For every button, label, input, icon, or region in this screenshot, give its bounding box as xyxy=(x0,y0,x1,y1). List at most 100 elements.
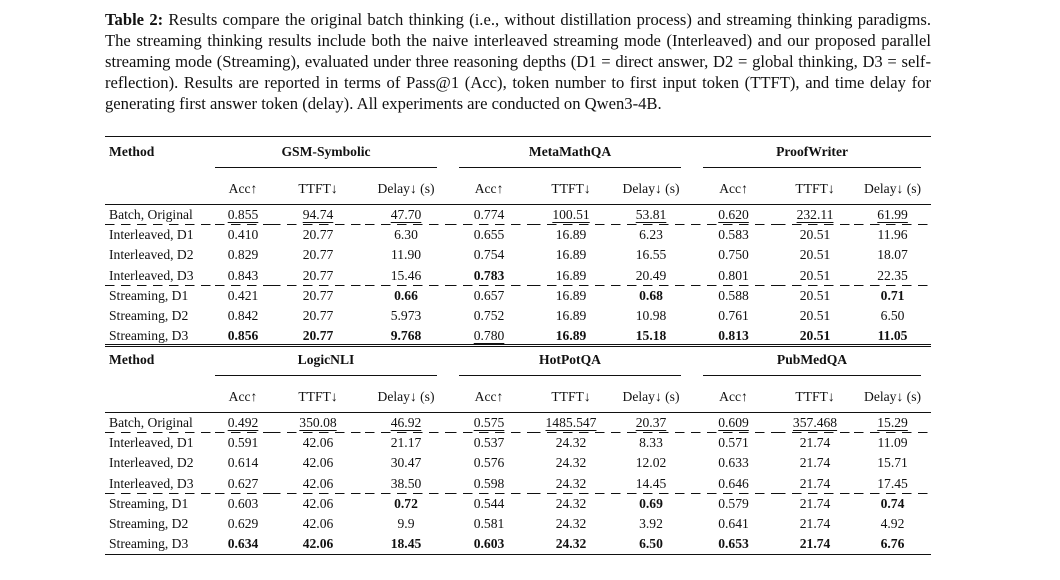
value-cell: 1485.547 xyxy=(531,412,611,434)
cell-value: 0.421 xyxy=(227,287,259,303)
cell-value: 16.89 xyxy=(555,328,587,344)
value-cell: 0.627 xyxy=(215,473,271,494)
value-cell: 21.17 xyxy=(365,433,447,453)
cell-value: 0.657 xyxy=(473,287,505,303)
table-caption: Table 2: Results compare the original ba… xyxy=(105,9,931,114)
value-cell: 24.32 xyxy=(531,494,611,514)
value-cell: 42.06 xyxy=(271,473,365,494)
cell-value: 350.08 xyxy=(299,415,337,431)
value-cell: 15.46 xyxy=(365,265,448,286)
value-cell: 0.641 xyxy=(691,514,776,534)
cell-value: 9.9 xyxy=(397,516,415,532)
cell-value: 0.591 xyxy=(227,435,259,451)
cell-value: 42.06 xyxy=(302,495,334,511)
table-row: Streaming, D2 0.629 42.06 9.9 0.581 24.32 3.92… xyxy=(105,514,931,534)
cell-value: 61.99 xyxy=(877,207,908,223)
cell-value: 6.50 xyxy=(880,308,905,324)
cell-value: 6.23 xyxy=(639,227,663,243)
method-cell: Interleaved, D2 xyxy=(109,455,194,471)
cell-value: 20.77 xyxy=(302,227,334,243)
value-cell: 6.76 xyxy=(854,534,932,556)
cell-value: 11.96 xyxy=(877,227,908,243)
value-cell: 0.842 xyxy=(215,306,271,326)
value-cell: 14.45 xyxy=(611,473,692,494)
cell-value: 357.468 xyxy=(792,415,838,431)
cell-value: 100.51 xyxy=(552,207,590,223)
value-cell: 16.89 xyxy=(531,326,612,348)
value-cell: 5.973 xyxy=(365,306,447,326)
cell-value: 38.50 xyxy=(390,475,422,491)
value-cell: 0.72 xyxy=(365,494,447,514)
cell-value: 16.55 xyxy=(635,247,667,263)
table-row: Interleaved, D1 0.591 42.06 21.17 0.537 24.32… xyxy=(105,433,931,453)
value-cell: 0.537 xyxy=(447,433,531,453)
value-cell: 18.45 xyxy=(365,534,447,556)
cell-value: 0.74 xyxy=(880,495,905,511)
metric-header: Acc↑ xyxy=(447,382,531,413)
value-cell: 21.74 xyxy=(776,433,854,453)
cell-value: 42.06 xyxy=(302,455,334,471)
value-cell: 94.74 xyxy=(271,204,365,226)
cell-value: 0.780 xyxy=(473,328,505,344)
value-cell: 20.51 xyxy=(776,225,854,245)
value-cell: 20.51 xyxy=(776,286,854,306)
table-row: Streaming, D1 0.603 42.06 0.72 0.544 24.32 0.6… xyxy=(105,494,931,514)
metric-header: TTFT↓ xyxy=(776,382,855,413)
cell-value: 24.32 xyxy=(555,495,587,511)
value-cell: 0.750 xyxy=(691,245,776,265)
value-cell: 0.68 xyxy=(611,286,691,306)
value-cell: 6.50 xyxy=(854,306,931,326)
cell-value: 11.09 xyxy=(877,435,908,451)
cell-value: 3.92 xyxy=(639,516,663,532)
value-cell: 21.74 xyxy=(776,514,854,534)
value-cell: 20.77 xyxy=(271,286,365,306)
table-row: Streaming, D3 0.634 42.06 18.45 0.603 24.32 6.… xyxy=(105,534,932,556)
cell-value: 20.51 xyxy=(799,287,831,303)
metric-header: Delay↓ (s) xyxy=(854,382,932,413)
dataset-header: ProofWriter xyxy=(691,136,932,174)
cell-value: 42.06 xyxy=(302,536,334,552)
metric-header: Acc↑ xyxy=(691,174,777,205)
dataset-name: PubMedQA xyxy=(703,352,922,376)
cell-value: 0.609 xyxy=(718,415,749,431)
value-cell: 0.579 xyxy=(691,494,776,514)
metric-header-row: Acc↑ TTFT↓ Delay↓ (s) Acc↑ TTFT↓ Delay↓ (s) Ac… xyxy=(105,174,932,205)
value-cell: 20.77 xyxy=(271,306,365,326)
cell-value: 0.842 xyxy=(227,308,259,324)
method-cell: Streaming, D2 xyxy=(109,308,189,324)
value-cell: 21.74 xyxy=(776,453,854,473)
value-cell: 15.29 xyxy=(854,412,932,434)
value-cell: 11.96 xyxy=(854,225,931,245)
table-row: Interleaved, D3 0.627 42.06 38.50 0.598 24.32… xyxy=(105,473,932,494)
method-cell: Interleaved, D1 xyxy=(109,435,194,451)
table-row: Streaming, D3 0.856 20.77 9.768 0.780 16.89 15… xyxy=(105,326,932,348)
value-cell: 0.783 xyxy=(447,265,532,286)
empty-cell xyxy=(105,174,215,205)
value-cell: 21.74 xyxy=(776,534,855,556)
cell-value: 21.74 xyxy=(799,475,831,491)
value-cell: 0.829 xyxy=(215,245,271,265)
value-cell: 100.51 xyxy=(531,204,612,226)
metric-header: Acc↑ xyxy=(215,174,271,205)
value-cell: 0.544 xyxy=(447,494,531,514)
value-cell: 15.71 xyxy=(854,453,931,473)
value-cell: 4.92 xyxy=(854,514,931,534)
value-cell: 0.646 xyxy=(691,473,777,494)
value-cell: 24.32 xyxy=(531,514,611,534)
cell-value: 17.45 xyxy=(877,475,908,491)
cell-value: 0.653 xyxy=(718,536,749,552)
cell-value: 20.51 xyxy=(799,308,831,324)
table-row: Batch, Original 0.855 94.74 47.70 0.774 100.5… xyxy=(105,204,932,226)
cell-value: 0.576 xyxy=(473,455,505,471)
cell-value: 20.77 xyxy=(302,308,334,324)
value-cell: 16.89 xyxy=(531,306,611,326)
cell-value: 8.33 xyxy=(639,435,663,451)
cell-value: 46.92 xyxy=(390,415,422,431)
cell-value: 15.18 xyxy=(635,328,667,344)
cell-value: 14.45 xyxy=(635,475,667,491)
results-table-2: Method LogicNLI HotPotQA PubMedQA Acc↑ TTFT↓ D… xyxy=(105,344,932,556)
value-cell: 0.603 xyxy=(447,534,531,556)
value-cell: 42.06 xyxy=(271,534,365,556)
value-cell: 0.69 xyxy=(611,494,691,514)
cell-value: 0.855 xyxy=(227,207,259,223)
